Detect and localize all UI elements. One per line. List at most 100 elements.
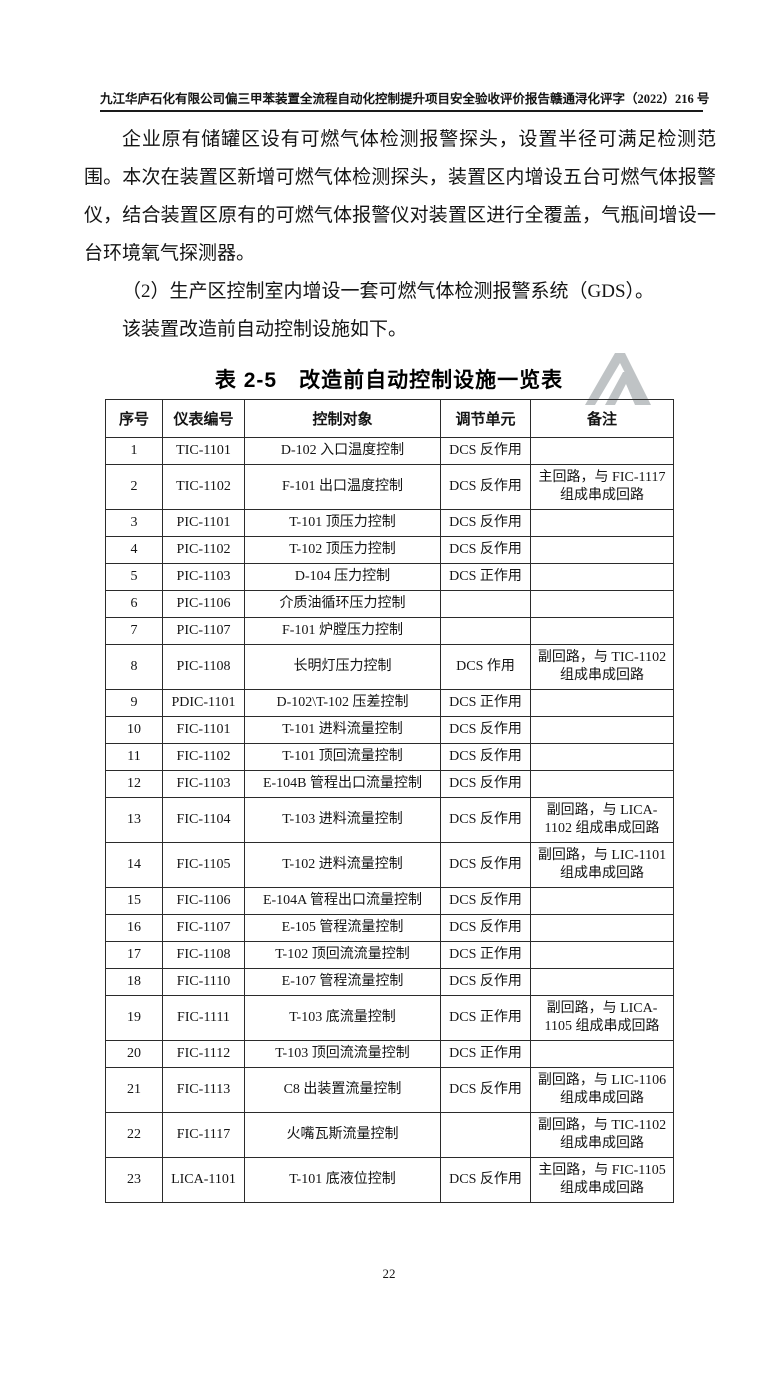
cell-tag: FIC-1113 bbox=[162, 1067, 245, 1113]
cell-serial: 20 bbox=[105, 1040, 163, 1068]
cell-remark: 副回路，与 LICA-1102 组成串成回路 bbox=[530, 797, 674, 843]
page-number: 22 bbox=[382, 1266, 396, 1281]
cell-object: T-102 进料流量控制 bbox=[244, 842, 441, 888]
cell-object: T-101 底液位控制 bbox=[244, 1157, 441, 1203]
table-row: 6 PIC-1106 介质油循环压力控制 bbox=[105, 590, 674, 618]
cell-object: T-101 进料流量控制 bbox=[244, 716, 441, 744]
cell-serial: 2 bbox=[105, 464, 163, 510]
cell-tag: FIC-1101 bbox=[162, 716, 245, 744]
cell-tag: FIC-1104 bbox=[162, 797, 245, 843]
table-row: 12 FIC-1103 E-104B 管程出口流量控制 DCS 反作用 bbox=[105, 770, 674, 798]
column-header-object: 控制对象 bbox=[244, 399, 441, 438]
cell-unit: DCS 正作用 bbox=[440, 689, 531, 717]
page-header: 九江华庐石化有限公司偏三甲苯装置全流程自动化控制提升项目安全验收评价报告 赣通浔… bbox=[100, 88, 709, 112]
cell-tag: TIC-1101 bbox=[162, 437, 245, 465]
cell-tag: PIC-1107 bbox=[162, 617, 245, 645]
cell-serial: 18 bbox=[105, 968, 163, 996]
cell-unit: DCS 反作用 bbox=[440, 716, 531, 744]
cell-object: C8 出装置流量控制 bbox=[244, 1067, 441, 1113]
table-row: 7 PIC-1107 F-101 炉膛压力控制 bbox=[105, 617, 674, 645]
cell-object: T-101 顶回流量控制 bbox=[244, 743, 441, 771]
table-row: 17 FIC-1108 T-102 顶回流流量控制 DCS 正作用 bbox=[105, 941, 674, 969]
cell-object: T-103 进料流量控制 bbox=[244, 797, 441, 843]
cell-tag: PIC-1106 bbox=[162, 590, 245, 618]
cell-unit: DCS 正作用 bbox=[440, 1040, 531, 1068]
cell-object: 火嘴瓦斯流量控制 bbox=[244, 1112, 441, 1158]
cell-object: F-101 炉膛压力控制 bbox=[244, 617, 441, 645]
cell-serial: 17 bbox=[105, 941, 163, 969]
cell-remark bbox=[530, 968, 674, 996]
table-row: 8 PIC-1108 长明灯压力控制 DCS 作用 副回路，与 TIC-1102 组成串… bbox=[105, 644, 674, 690]
header-report-title: 九江华庐石化有限公司偏三甲苯装置全流程自动化控制提升项目安全验收评价报告 bbox=[100, 92, 551, 106]
cell-unit: DCS 反作用 bbox=[440, 536, 531, 564]
cell-object: E-104B 管程出口流量控制 bbox=[244, 770, 441, 798]
cell-serial: 6 bbox=[105, 590, 163, 618]
cell-unit bbox=[440, 617, 531, 645]
table-title-text: 改造前自动控制设施一览表 bbox=[299, 369, 564, 392]
cell-remark bbox=[530, 743, 674, 771]
cell-tag: PDIC-1101 bbox=[162, 689, 245, 717]
table-row: 23 LICA-1101 T-101 底液位控制 DCS 反作用 主回路，与 FIC-1… bbox=[105, 1157, 674, 1203]
table-row: 21 FIC-1113 C8 出装置流量控制 DCS 反作用 副回路，与 LIC-110… bbox=[105, 1067, 674, 1113]
cell-unit: DCS 反作用 bbox=[440, 914, 531, 942]
cell-serial: 23 bbox=[105, 1157, 163, 1203]
cell-remark bbox=[530, 716, 674, 744]
table-row: 11 FIC-1102 T-101 顶回流量控制 DCS 反作用 bbox=[105, 743, 674, 771]
cell-serial: 13 bbox=[105, 797, 163, 843]
cell-unit: DCS 反作用 bbox=[440, 1067, 531, 1113]
cell-remark bbox=[530, 1040, 674, 1068]
cell-object: E-104A 管程出口流量控制 bbox=[244, 887, 441, 915]
cell-tag: FIC-1102 bbox=[162, 743, 245, 771]
table-row: 18 FIC-1110 E-107 管程流量控制 DCS 反作用 bbox=[105, 968, 674, 996]
cell-remark bbox=[530, 437, 674, 465]
cell-unit: DCS 反作用 bbox=[440, 968, 531, 996]
table-row: 1 TIC-1101 D-102 入口温度控制 DCS 反作用 bbox=[105, 437, 674, 465]
paragraph-gas-detectors: 企业原有储罐区设有可燃气体检测报警探头，设置半径可满足检测范围。本次在装置区新增… bbox=[84, 129, 716, 264]
cell-unit: DCS 作用 bbox=[440, 644, 531, 690]
cell-unit: DCS 正作用 bbox=[440, 995, 531, 1041]
cell-serial: 8 bbox=[105, 644, 163, 690]
cell-remark bbox=[530, 617, 674, 645]
column-header-serial: 序号 bbox=[105, 399, 163, 438]
cell-object: T-102 顶回流流量控制 bbox=[244, 941, 441, 969]
cell-tag: FIC-1110 bbox=[162, 968, 245, 996]
cell-unit: DCS 反作用 bbox=[440, 797, 531, 843]
cell-remark bbox=[530, 689, 674, 717]
cell-object: 长明灯压力控制 bbox=[244, 644, 441, 690]
cell-remark bbox=[530, 914, 674, 942]
cell-tag: FIC-1103 bbox=[162, 770, 245, 798]
table-title: 表 2-5 改造前自动控制设施一览表 bbox=[0, 364, 778, 394]
cell-object: T-101 顶压力控制 bbox=[244, 509, 441, 537]
table-row: 20 FIC-1112 T-103 顶回流流量控制 DCS 正作用 bbox=[105, 1040, 674, 1068]
cell-tag: PIC-1101 bbox=[162, 509, 245, 537]
cell-remark bbox=[530, 563, 674, 591]
cell-serial: 9 bbox=[105, 689, 163, 717]
table-row: 15 FIC-1106 E-104A 管程出口流量控制 DCS 反作用 bbox=[105, 887, 674, 915]
cell-object: T-102 顶压力控制 bbox=[244, 536, 441, 564]
cell-unit: DCS 反作用 bbox=[440, 464, 531, 510]
cell-unit: DCS 反作用 bbox=[440, 509, 531, 537]
table-row: 16 FIC-1107 E-105 管程流量控制 DCS 反作用 bbox=[105, 914, 674, 942]
cell-tag: FIC-1112 bbox=[162, 1040, 245, 1068]
cell-tag: FIC-1106 bbox=[162, 887, 245, 915]
cell-tag: PIC-1103 bbox=[162, 563, 245, 591]
table-row: 22 FIC-1117 火嘴瓦斯流量控制 副回路，与 TIC-1102 组成串成回路 bbox=[105, 1112, 674, 1158]
cell-object: 介质油循环压力控制 bbox=[244, 590, 441, 618]
cell-serial: 19 bbox=[105, 995, 163, 1041]
cell-remark bbox=[530, 887, 674, 915]
table-header-row: 序号 仪表编号 控制对象 调节单元 备注 bbox=[105, 399, 674, 438]
paragraph-gds-system: （2）生产区控制室内增设一套可燃气体检测报警系统（GDS）。 bbox=[122, 281, 655, 302]
cell-serial: 11 bbox=[105, 743, 163, 771]
cell-remark bbox=[530, 536, 674, 564]
table-row: 14 FIC-1105 T-102 进料流量控制 DCS 反作用 副回路，与 LIC-1… bbox=[105, 842, 674, 888]
table-number: 表 2-5 bbox=[214, 369, 278, 392]
table-row: 3 PIC-1101 T-101 顶压力控制 DCS 反作用 bbox=[105, 509, 674, 537]
cell-remark: 副回路，与 LICA-1105 组成串成回路 bbox=[530, 995, 674, 1041]
cell-tag: PIC-1102 bbox=[162, 536, 245, 564]
cell-serial: 1 bbox=[105, 437, 163, 465]
table-row: 2 TIC-1102 F-101 出口温度控制 DCS 反作用 主回路，与 FIC-11… bbox=[105, 464, 674, 510]
cell-serial: 21 bbox=[105, 1067, 163, 1113]
table-row: 19 FIC-1111 T-103 底流量控制 DCS 正作用 副回路，与 LICA-1… bbox=[105, 995, 674, 1041]
cell-remark: 副回路，与 TIC-1102 组成串成回路 bbox=[530, 644, 674, 690]
